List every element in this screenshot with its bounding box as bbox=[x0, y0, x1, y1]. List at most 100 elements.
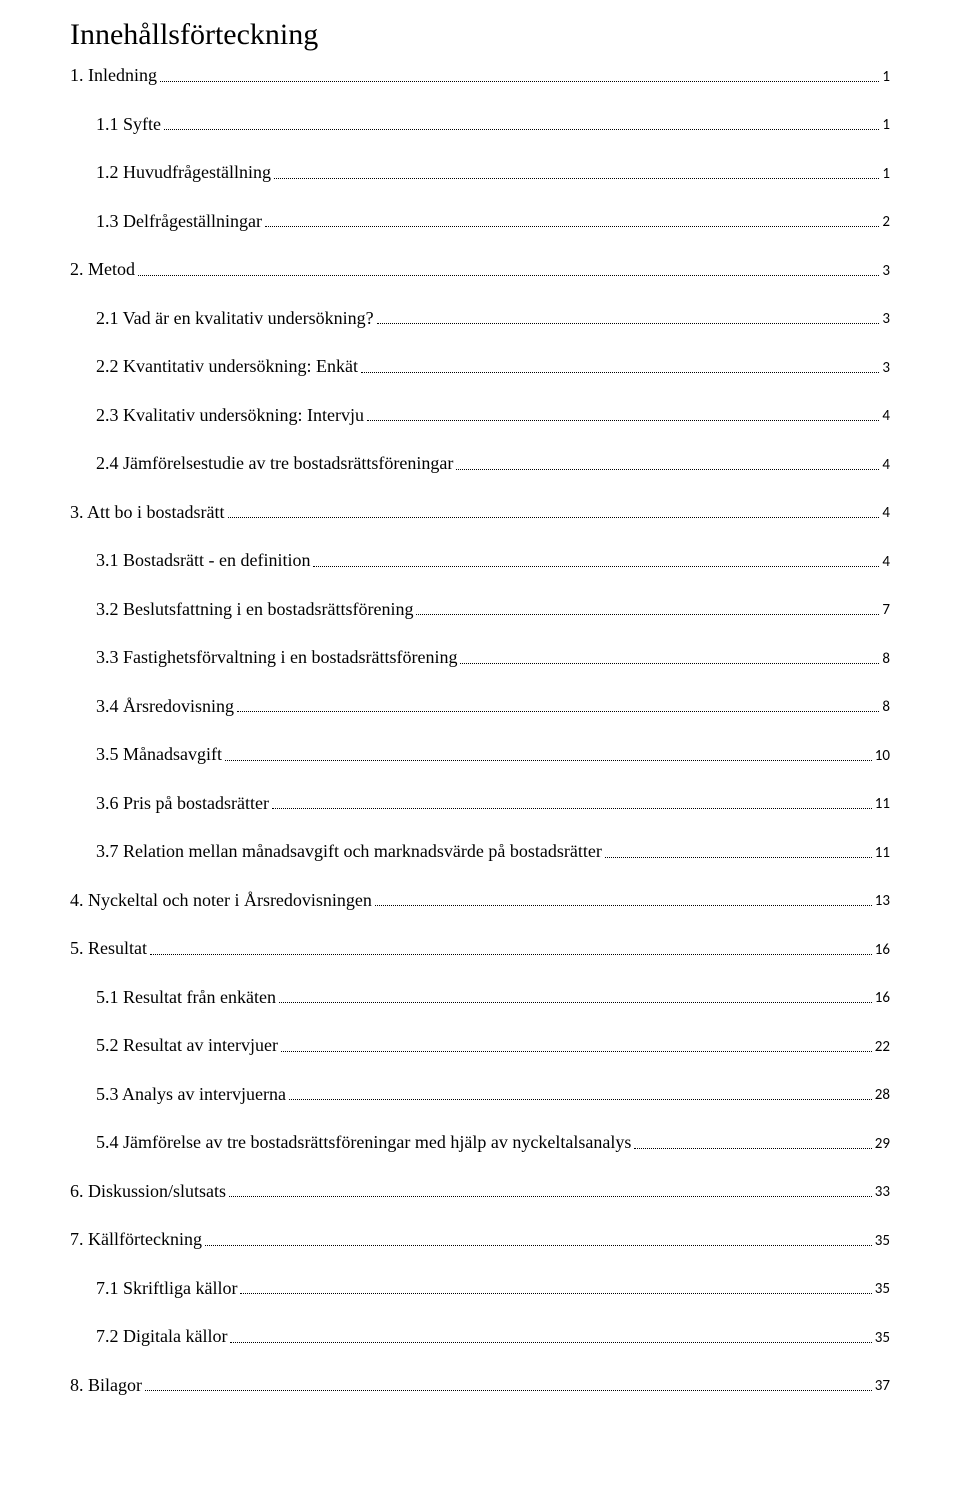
toc-entry-text: 3.5 Månadsavgift bbox=[96, 743, 222, 766]
toc-leader-dots bbox=[456, 469, 879, 470]
toc-entry-text: 2. Metod bbox=[70, 258, 135, 281]
toc-leader-dots bbox=[605, 857, 872, 858]
toc-entry-text: 1.3 Delfrågeställningar bbox=[96, 210, 262, 233]
toc-entry-text: 2.2 Kvantitativ undersökning: Enkät bbox=[96, 355, 358, 378]
toc-entry-page: 29 bbox=[875, 1135, 890, 1154]
toc-entry-text: 2.1 Vad är en kvalitativ undersökning? bbox=[96, 307, 374, 330]
toc-entry-text: 1.2 Huvudfrågeställning bbox=[96, 161, 271, 184]
toc-entry-text: 3.1 Bostadsrätt - en definition bbox=[96, 549, 310, 572]
toc-entry-page: 35 bbox=[875, 1280, 890, 1299]
toc-entry-page: 11 bbox=[875, 844, 890, 863]
toc-entry: 3.1 Bostadsrätt - en definition 4 bbox=[96, 549, 890, 572]
toc-entry-page: 8 bbox=[882, 698, 890, 717]
toc-entry: 2.1 Vad är en kvalitativ undersökning? 3 bbox=[96, 307, 890, 330]
toc-entry-text: 3.3 Fastighetsförvaltning i en bostadsrä… bbox=[96, 646, 457, 669]
toc-entry-page: 7 bbox=[882, 601, 890, 620]
toc-entry: 3.4 Årsredovisning8 bbox=[96, 695, 890, 718]
toc-leader-dots bbox=[145, 1390, 872, 1391]
toc-entry-text: 3.6 Pris på bostadsrätter bbox=[96, 792, 269, 815]
toc-entry: 2.3 Kvalitativ undersökning: Intervju 4 bbox=[96, 404, 890, 427]
toc-leader-dots bbox=[229, 1196, 872, 1197]
toc-entry: 3.6 Pris på bostadsrätter 11 bbox=[96, 792, 890, 815]
toc-entry: 1.1 Syfte 1 bbox=[96, 113, 890, 136]
toc-entry: 3.3 Fastighetsförvaltning i en bostadsrä… bbox=[96, 646, 890, 669]
toc-entry-page: 4 bbox=[882, 553, 890, 572]
toc-leader-dots bbox=[289, 1099, 872, 1100]
toc-leader-dots bbox=[274, 178, 879, 179]
toc-entry: 6. Diskussion/slutsats 33 bbox=[70, 1180, 890, 1203]
toc-entry-page: 1 bbox=[882, 68, 890, 87]
toc-entry-page: 13 bbox=[875, 892, 890, 911]
toc-entry-page: 3 bbox=[882, 310, 890, 329]
toc-entry-text: 3. Att bo i bostadsrätt bbox=[70, 501, 225, 524]
toc-entry-text: 8. Bilagor bbox=[70, 1374, 142, 1397]
toc-entry-text: 3.2 Beslutsfattning i en bostadsrättsför… bbox=[96, 598, 413, 621]
toc-entry: 1. Inledning 1 bbox=[70, 64, 890, 87]
toc-entry-text: 5.2 Resultat av intervjuer bbox=[96, 1034, 278, 1057]
toc-entry-page: 4 bbox=[882, 407, 890, 426]
toc-entry-page: 35 bbox=[875, 1329, 890, 1348]
toc-entry: 5.2 Resultat av intervjuer 22 bbox=[96, 1034, 890, 1057]
toc-leader-dots bbox=[265, 226, 879, 227]
toc-entry-page: 1 bbox=[882, 165, 890, 184]
toc-entry-text: 1. Inledning bbox=[70, 64, 157, 87]
toc-leader-dots bbox=[279, 1002, 872, 1003]
toc-entry-page: 3 bbox=[882, 359, 890, 378]
toc-entry: 4. Nyckeltal och noter i Årsredovisninge… bbox=[70, 889, 890, 912]
toc-entry-text: 5.1 Resultat från enkäten bbox=[96, 986, 276, 1009]
toc-entry-page: 33 bbox=[875, 1183, 890, 1202]
toc-entry-page: 16 bbox=[875, 989, 890, 1008]
toc-entry-page: 2 bbox=[882, 213, 890, 232]
toc-entry-text: 1.1 Syfte bbox=[96, 113, 161, 136]
toc-entry-text: 5.3 Analys av intervjuerna bbox=[96, 1083, 286, 1106]
toc-leader-dots bbox=[225, 760, 872, 761]
toc-entry-text: 3.7 Relation mellan månadsavgift och mar… bbox=[96, 840, 602, 863]
toc-entry-page: 35 bbox=[875, 1232, 890, 1251]
toc-leader-dots bbox=[634, 1148, 871, 1149]
toc-entry: 2.2 Kvantitativ undersökning: Enkät 3 bbox=[96, 355, 890, 378]
toc-entry-page: 1 bbox=[882, 116, 890, 135]
toc-leader-dots bbox=[164, 129, 879, 130]
toc-entry-text: 4. Nyckeltal och noter i Årsredovisninge… bbox=[70, 889, 372, 912]
toc-title: Innehållsförteckning bbox=[70, 18, 890, 52]
toc-entry-text: 6. Diskussion/slutsats bbox=[70, 1180, 226, 1203]
toc-leader-dots bbox=[272, 808, 872, 809]
toc-entry-text: 2.3 Kvalitativ undersökning: Intervju bbox=[96, 404, 364, 427]
toc-leader-dots bbox=[205, 1245, 872, 1246]
toc-leader-dots bbox=[375, 905, 872, 906]
toc-entry: 8. Bilagor 37 bbox=[70, 1374, 890, 1397]
toc-entry-page: 37 bbox=[875, 1377, 890, 1396]
toc-leader-dots bbox=[416, 614, 879, 615]
toc-entry: 3.2 Beslutsfattning i en bostadsrättsför… bbox=[96, 598, 890, 621]
toc-leader-dots bbox=[237, 711, 879, 712]
page: Innehållsförteckning 1. Inledning11.1 Sy… bbox=[0, 0, 960, 1493]
toc-leader-dots bbox=[377, 323, 880, 324]
toc-entry: 1.2 Huvudfrågeställning 1 bbox=[96, 161, 890, 184]
toc-entry-text: 7. Källförteckning bbox=[70, 1228, 202, 1251]
toc-entry-page: 22 bbox=[875, 1038, 890, 1057]
toc-entry-text: 7.1 Skriftliga källor bbox=[96, 1277, 237, 1300]
toc-entry: 3.7 Relation mellan månadsavgift och mar… bbox=[96, 840, 890, 863]
toc-entry-page: 4 bbox=[882, 504, 890, 523]
toc-entry: 7.2 Digitala källor35 bbox=[96, 1325, 890, 1348]
toc-leader-dots bbox=[240, 1293, 871, 1294]
toc-entry: 7.1 Skriftliga källor 35 bbox=[96, 1277, 890, 1300]
toc-entry: 3. Att bo i bostadsrätt 4 bbox=[70, 501, 890, 524]
toc-entry: 5.1 Resultat från enkäten 16 bbox=[96, 986, 890, 1009]
toc-entry-page: 11 bbox=[875, 795, 890, 814]
toc-entry-text: 5.4 Jämförelse av tre bostadsrättsföreni… bbox=[96, 1131, 631, 1154]
toc-leader-dots bbox=[460, 663, 879, 664]
toc-entry: 3.5 Månadsavgift10 bbox=[96, 743, 890, 766]
toc-entry-text: 5. Resultat bbox=[70, 937, 147, 960]
toc-entry: 5.3 Analys av intervjuerna 28 bbox=[96, 1083, 890, 1106]
toc-entry-page: 8 bbox=[882, 650, 890, 669]
toc-entry: 2. Metod 3 bbox=[70, 258, 890, 281]
toc-leader-dots bbox=[150, 954, 872, 955]
toc-entry-page: 3 bbox=[882, 262, 890, 281]
toc-entry-text: 2.4 Jämförelsestudie av tre bostadsrätts… bbox=[96, 452, 453, 475]
toc-entry-page: 28 bbox=[875, 1086, 890, 1105]
toc-leader-dots bbox=[228, 517, 880, 518]
table-of-contents: 1. Inledning11.1 Syfte11.2 Huvudfrågestä… bbox=[70, 64, 890, 1396]
toc-entry: 7. Källförteckning 35 bbox=[70, 1228, 890, 1251]
toc-leader-dots bbox=[138, 275, 879, 276]
